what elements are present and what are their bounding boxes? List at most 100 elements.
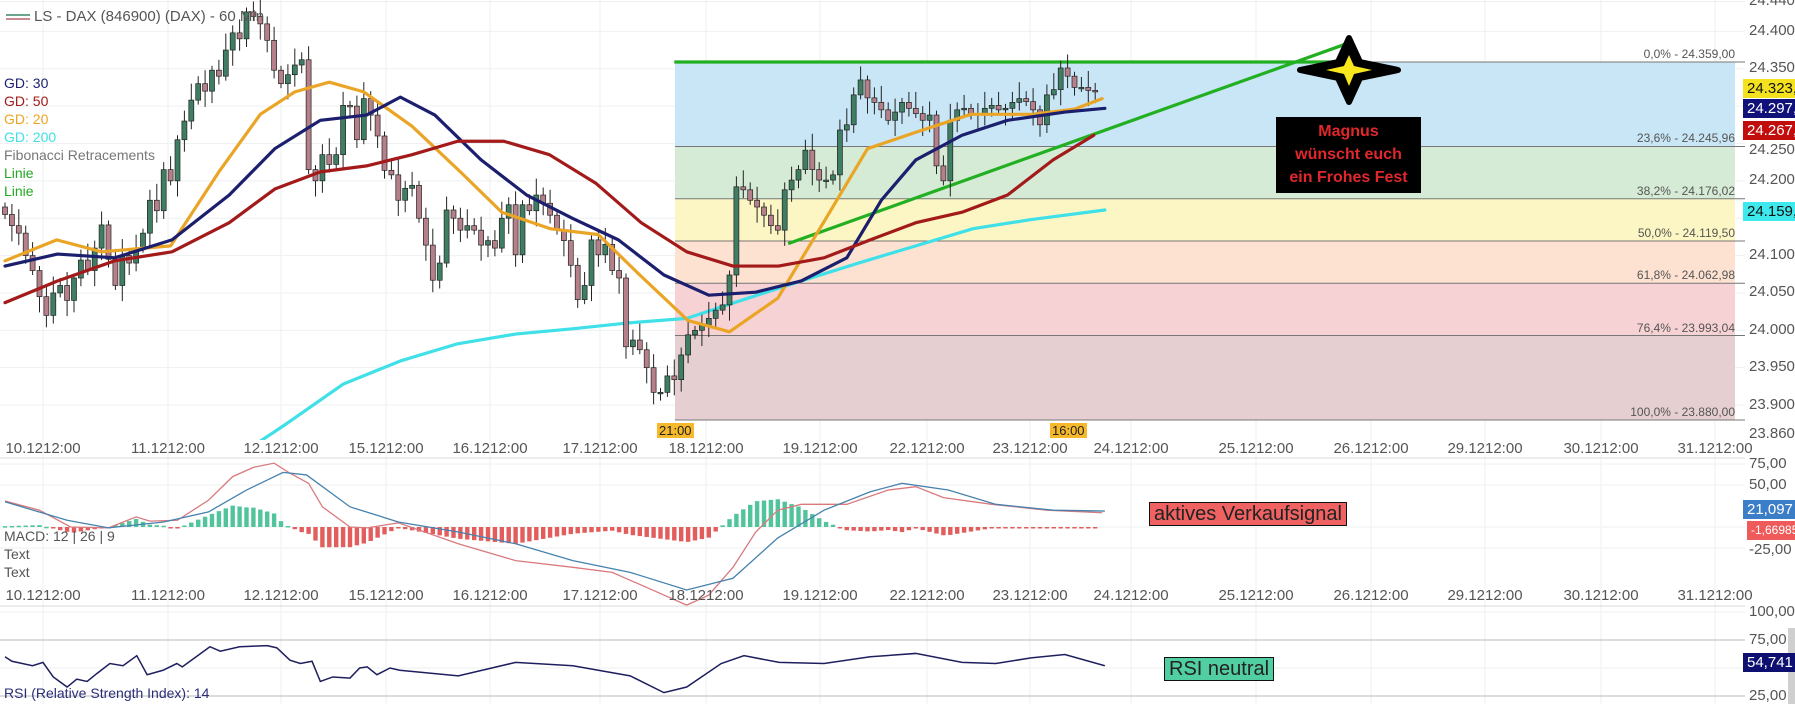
time-axis-label: 15.1212:00	[348, 587, 424, 604]
candle-bearish	[816, 169, 823, 181]
macd-panel[interactable]	[2, 462, 1105, 606]
candle-bearish	[671, 375, 678, 380]
gd200-layer	[259, 208, 1107, 440]
macd-text-2: Text	[4, 564, 30, 580]
legend-fibonacci[interactable]: Fibonacci Retracements	[4, 147, 155, 163]
macd-signal-label[interactable]: aktives Verkaufsignal	[1149, 502, 1347, 526]
candle-bearish	[374, 114, 381, 137]
macd-histogram-bar	[403, 527, 408, 530]
macd-histogram-bar	[547, 527, 553, 538]
time-axis-label: 12.1212:00	[243, 440, 319, 457]
candle-bearish	[423, 217, 429, 246]
greeting-line: ein Frohes Fest	[1289, 169, 1408, 186]
price-axis-label: 24.200,00	[1749, 171, 1795, 189]
time-axis-label: 29.1212:00	[1447, 440, 1523, 457]
price-panel[interactable]	[2, 0, 1107, 458]
candle-bearish	[754, 199, 760, 208]
macd-histogram-bar	[416, 527, 422, 532]
time-axis-label: 11.1212:00	[131, 440, 205, 457]
candle-bearish	[395, 174, 402, 201]
time-axis-label: 17.1212:00	[562, 587, 638, 604]
macd-histogram-bar	[630, 527, 636, 536]
moving-average-gd30	[3, 95, 1107, 297]
candle-bullish	[181, 120, 188, 141]
price-axis-label: 24.350,00	[1749, 59, 1795, 77]
candle-bearish	[933, 114, 940, 167]
macd-histogram-bar	[237, 506, 242, 527]
macd-histogram-bar	[361, 527, 366, 544]
candle-bullish	[160, 169, 167, 212]
candle-bullish	[333, 154, 340, 165]
macd-histogram-bar	[168, 527, 173, 529]
time-axis-label: 30.1212:00	[1563, 587, 1639, 604]
macd-histogram-bar	[209, 513, 215, 527]
candle-bearish	[809, 149, 816, 170]
macd-histogram-bar	[589, 527, 594, 533]
candle-bullish	[802, 149, 809, 170]
legend-gd50[interactable]: GD: 50	[4, 93, 49, 109]
macd-histogram-bar	[444, 527, 449, 537]
legend-line-2[interactable]: Linie	[4, 183, 34, 199]
time-axis-label: 12.1212:00	[243, 587, 319, 604]
candle-bullish	[1050, 89, 1057, 96]
macd-histogram-bar	[527, 527, 532, 542]
macd-histogram-bar	[389, 527, 394, 532]
time-axis-label: 23.1212:00	[992, 587, 1068, 604]
candle-bearish	[450, 209, 457, 219]
candle-bearish	[478, 229, 484, 246]
candle-bearish	[650, 367, 657, 393]
legend-line-1[interactable]: Linie	[4, 165, 34, 181]
legend-gd30[interactable]: GD: 30	[4, 75, 49, 91]
moving-average-gd200	[259, 208, 1107, 440]
candle-bullish	[98, 224, 105, 249]
trendline-2[interactable]	[787, 41, 1349, 246]
fib-zone	[675, 335, 1735, 421]
macd-histogram-bar	[968, 527, 974, 532]
macd-histogram-bar	[485, 527, 491, 542]
fibonacci-retracement[interactable]	[674, 41, 1745, 421]
candle-bullish	[588, 239, 595, 286]
candle-bullish	[188, 99, 195, 122]
macd-histogram-bar	[603, 527, 608, 532]
candle-bearish	[1030, 101, 1036, 111]
macd-histogram-bar	[837, 527, 843, 529]
macd-histogram-bar	[720, 525, 725, 527]
greeting-textbox[interactable]: Magnus wünscht euch ein Frohes Fest	[1276, 117, 1421, 193]
candle-bullish	[892, 111, 898, 121]
price-axis-label: 24.050,00	[1749, 283, 1795, 301]
candle-bearish	[1092, 90, 1099, 93]
macd-histogram-bar	[1030, 527, 1036, 529]
macd-histogram-bar	[706, 527, 711, 538]
moving-average-gd20	[3, 80, 1104, 334]
rsi-label: RSI (Relative Strength Index): 14	[4, 685, 210, 701]
candle-bearish	[512, 204, 519, 256]
rsi-axis-label: 100,00	[1749, 602, 1795, 620]
candle-bearish	[381, 135, 388, 171]
candle-bullish	[464, 225, 471, 231]
macd-histogram-bar	[9, 525, 15, 528]
candle-bullish	[409, 184, 415, 189]
candle-bearish	[36, 270, 43, 298]
legend-gd200[interactable]: GD: 200	[4, 129, 57, 145]
macd-histogram-bar	[1093, 527, 1098, 529]
candle-bullish	[195, 83, 202, 101]
time-axis-label: 19.1212:00	[782, 440, 858, 457]
fib-level-label: 23,6% - 24.245,96	[1636, 131, 1735, 146]
candle-bearish	[326, 154, 333, 165]
candle-bearish	[278, 69, 284, 85]
chart-title: LS - DAX (846900) (DAX) - 60 Min	[34, 8, 265, 25]
candle-bullish	[678, 354, 685, 380]
candle-bullish	[788, 179, 795, 191]
macd-histogram-bar	[258, 509, 263, 527]
legend-gd20[interactable]: GD: 20	[4, 111, 49, 127]
rsi-signal-label[interactable]: RSI neutral	[1164, 657, 1275, 681]
rsi-panel[interactable]	[0, 639, 1745, 697]
macd-histogram-bar	[927, 527, 932, 532]
candle-bearish	[616, 270, 622, 279]
macd-histogram-bar	[223, 508, 228, 527]
macd-histogram-bar	[472, 527, 477, 541]
macd-histogram-bar	[872, 527, 877, 532]
macd-histogram-bar	[913, 527, 918, 529]
macd-histogram-bar	[430, 527, 435, 535]
